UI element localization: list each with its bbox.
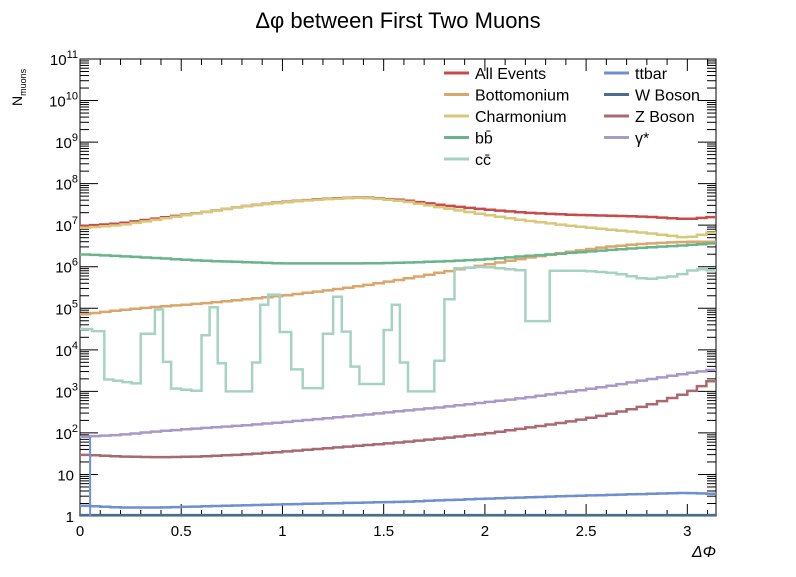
y-tick-label-base: 10 [55, 343, 72, 360]
y-tick-label-exponent: 10 [66, 91, 78, 103]
y-tick-label-exponent: 5 [72, 298, 78, 310]
legend-label: Charmonium [475, 109, 567, 126]
y-tick-label: 105 [55, 298, 78, 318]
x-axis-label: ΔΦ [691, 544, 716, 561]
legend-label: All Events [475, 66, 546, 83]
legend-label: γ* [635, 131, 649, 148]
y-tick-label-exponent: 4 [72, 340, 78, 352]
series-line [80, 240, 716, 316]
y-tick-label: 10 [57, 467, 74, 484]
chart-title: Δφ between First Two Muons [255, 8, 540, 33]
y-tick-label-base: 10 [55, 218, 72, 235]
y-tick-label: 107 [55, 215, 78, 235]
y-tick-label-base: 10 [55, 177, 72, 194]
y-tick-label: 106 [55, 257, 78, 277]
y-tick-label: 109 [55, 132, 78, 152]
legend: All Events Bottomonium Charmonium bb̄ cc̄ ttb… [444, 66, 700, 169]
legend-label: bb̄ [475, 130, 493, 147]
y-tick-label-exponent: 11 [67, 49, 78, 61]
y-tick-label-exponent: 7 [72, 215, 78, 227]
y-axis-label-sub: muons [18, 68, 28, 96]
legend-label: cc̄ [475, 152, 491, 169]
x-tick-label: 1.5 [373, 523, 394, 540]
y-tick-label-base: 10 [49, 94, 66, 111]
y-tick-label-exponent: 8 [72, 174, 78, 186]
y-tick-label: 1010 [49, 91, 78, 111]
y-axis-label-main: N [9, 96, 25, 106]
y-axis-label: Nmuons [9, 68, 28, 106]
y-tick-label: 104 [55, 340, 78, 360]
x-tick-label: 0.5 [171, 523, 192, 540]
y-tick-label: 103 [55, 381, 78, 401]
series-line [80, 491, 716, 509]
series-lines [80, 196, 716, 517]
legend-label: Z Boson [635, 109, 695, 126]
y-tick-label: 108 [55, 174, 78, 194]
y-tick-label: 102 [55, 423, 78, 443]
y-tick-label: 1 [66, 509, 74, 526]
series-line [80, 368, 716, 438]
y-tick-label-base: 10 [55, 260, 72, 277]
x-tick-label: 1 [278, 523, 286, 540]
y-tick-label-base: 10 [55, 384, 72, 401]
y-tick-label-exponent: 6 [72, 257, 78, 269]
legend-label: ttbar [635, 66, 668, 83]
series-line [80, 380, 716, 459]
legend-label: W Boson [635, 88, 700, 105]
y-tick-label: 1011 [50, 49, 78, 69]
legend-label: Bottomonium [475, 88, 569, 105]
y-tick-label-base: 10 [55, 135, 72, 152]
y-tick-label-exponent: 2 [72, 423, 78, 435]
y-tick-label-exponent: 9 [72, 132, 78, 144]
series-line [80, 196, 716, 239]
x-tick-label: 0 [76, 523, 84, 540]
x-tick-label: 2.5 [576, 523, 597, 540]
y-tick-label-base: 10 [55, 426, 72, 443]
x-tick-label: 3 [683, 523, 691, 540]
series-line [80, 242, 716, 265]
series-line [80, 265, 716, 393]
x-tick-label: 2 [481, 523, 489, 540]
y-tick-label-base: 10 [50, 52, 67, 69]
y-tick-label-base: 10 [55, 301, 72, 318]
y-tick-label-exponent: 3 [72, 381, 78, 393]
